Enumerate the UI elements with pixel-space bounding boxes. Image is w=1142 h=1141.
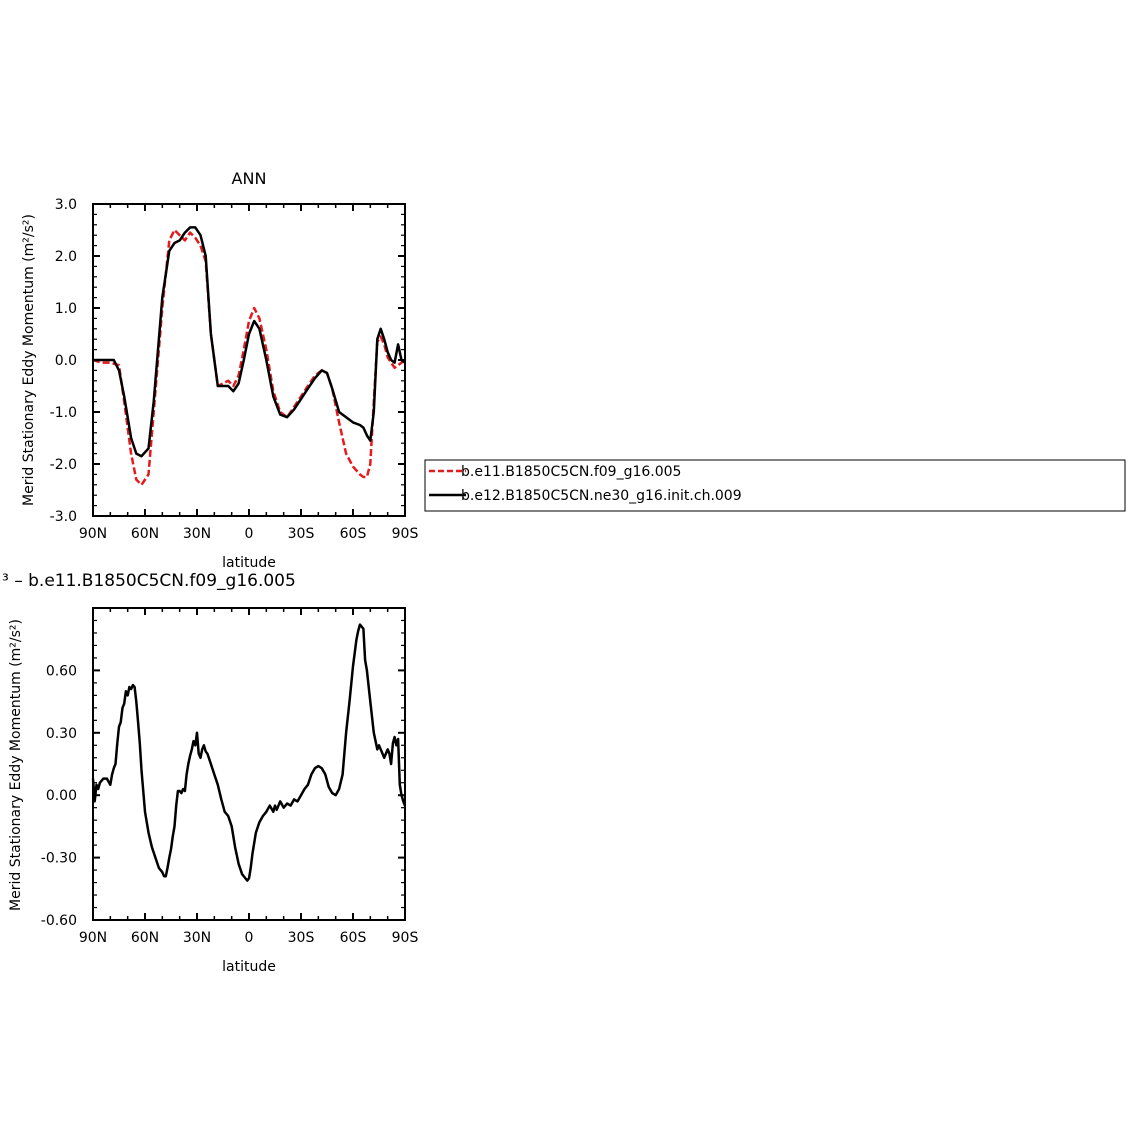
top-x-tick-label: 0 (245, 526, 254, 542)
bottom-x-tick-label: 30N (183, 930, 211, 946)
top-series-line-1 (92, 228, 406, 487)
top-y-tick-label: 3.0 (55, 197, 77, 213)
top-x-tick-label: 30N (183, 526, 211, 542)
bottom-x-axis-label: latitude (222, 959, 276, 975)
top-y-tick-label: -2.0 (50, 457, 77, 473)
bottom-axis-ticks: 90N 60N 30N 0 30S 60S 90S 0.60 0.30 0.00 -0.30 -0.6… (41, 607, 419, 946)
bottom-y-tick-label: 0.00 (46, 788, 77, 804)
top-x-tick-label: 90S (392, 526, 419, 542)
bottom-series-line-1 (91, 623, 407, 882)
bottom-series-lines (91, 623, 407, 882)
bottom-x-tick-label: 60N (131, 930, 159, 946)
top-plot-frame (92, 203, 406, 517)
top-y-tick-label: 0.0 (55, 353, 77, 369)
legend-box (424, 459, 1126, 512)
top-series-line-2 (93, 226, 406, 458)
top-chart-title: ANN (232, 169, 267, 188)
top-y-tick-label: 2.0 (55, 249, 77, 265)
bottom-x-tick-label: 60S (340, 930, 367, 946)
top-x-tick-label: 60N (131, 526, 159, 542)
top-axis-ticks: 90N 60N 30N 0 30S 60S 90S 3.0 2.0 1.0 0.0 -1.0 -2.0 -… (50, 197, 419, 542)
bottom-y-tick-label: 0.60 (46, 663, 77, 679)
bottom-panel: ³ – b.e11.B1850C5CN.f09_g16.005 Merid St… (2, 571, 418, 975)
bottom-x-tick-label: 30S (288, 930, 315, 946)
top-y-tick-label: -3.0 (50, 509, 77, 525)
bottom-x-tick-label: 90N (79, 930, 107, 946)
legend-label-series-2: b.e12.B1850C5CN.ne30_g16.init.ch.009 (461, 488, 742, 504)
bottom-chart-title: ³ – b.e11.B1850C5CN.f09_g16.005 (2, 571, 296, 591)
bottom-y-axis-label: Merid Stationary Eddy Momentum (m²/s²) (8, 619, 24, 911)
top-x-tick-label: 60S (340, 526, 367, 542)
top-y-axis-label: Merid Stationary Eddy Momentum (m²/s²) (21, 214, 37, 506)
top-y-tick-label: 1.0 (55, 301, 77, 317)
bottom-y-tick-label: 0.30 (46, 726, 77, 742)
bottom-y-tick-label: -0.60 (41, 913, 77, 929)
top-x-axis-label: latitude (222, 555, 276, 571)
bottom-x-tick-label: 0 (245, 930, 254, 946)
top-y-tick-label: -1.0 (50, 405, 77, 421)
legend-label-series-1: b.e11.B1850C5CN.f09_g16.005 (461, 464, 681, 480)
bottom-x-tick-label: 90S (392, 930, 419, 946)
legend: b.e11.B1850C5CN.f09_g16.005 b.e12.B1850C… (424, 459, 1126, 512)
top-series-lines (92, 226, 406, 487)
top-x-tick-label: 90N (79, 526, 107, 542)
top-x-tick-label: 30S (288, 526, 315, 542)
top-panel: ANN Merid Stationary Eddy Momentum (m²/s… (21, 169, 418, 571)
bottom-plot-frame (92, 607, 406, 921)
bottom-y-tick-label: -0.30 (41, 851, 77, 867)
